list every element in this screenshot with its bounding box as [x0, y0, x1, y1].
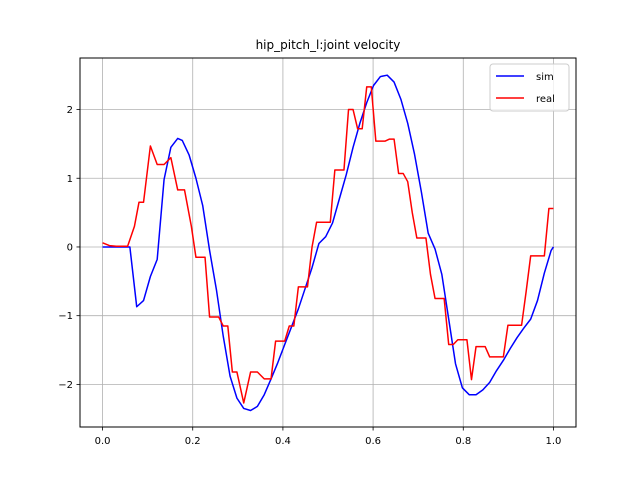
series-lines — [102, 74, 555, 412]
y-tick-label: 0 — [67, 242, 73, 253]
x-tick-label: 0.4 — [275, 436, 291, 447]
x-tick-label: 0.6 — [365, 436, 381, 447]
chart-title: hip_pitch_l:joint velocity — [256, 38, 401, 52]
legend-label-sim: sim — [536, 72, 554, 83]
axis-ticks: 0.0 0.2 0.4 0.6 0.8 1.0 −2 −1 0 1 2 — [58, 105, 561, 447]
y-tick-label: 1 — [67, 174, 73, 185]
y-tick-label: 2 — [67, 105, 73, 116]
legend-label-real: real — [536, 94, 555, 105]
series-line-real — [102, 86, 554, 404]
x-tick-label: 0.0 — [95, 436, 111, 447]
legend-box — [489, 63, 570, 112]
plot-frame — [79, 57, 577, 428]
series-line-sim — [102, 74, 555, 412]
y-tick-label: −1 — [58, 311, 73, 322]
x-tick-label: 0.8 — [455, 436, 471, 447]
x-tick-label: 0.2 — [185, 436, 201, 447]
legend: sim real — [489, 63, 570, 112]
x-tick-label: 1.0 — [546, 436, 562, 447]
y-tick-label: −2 — [58, 380, 73, 391]
